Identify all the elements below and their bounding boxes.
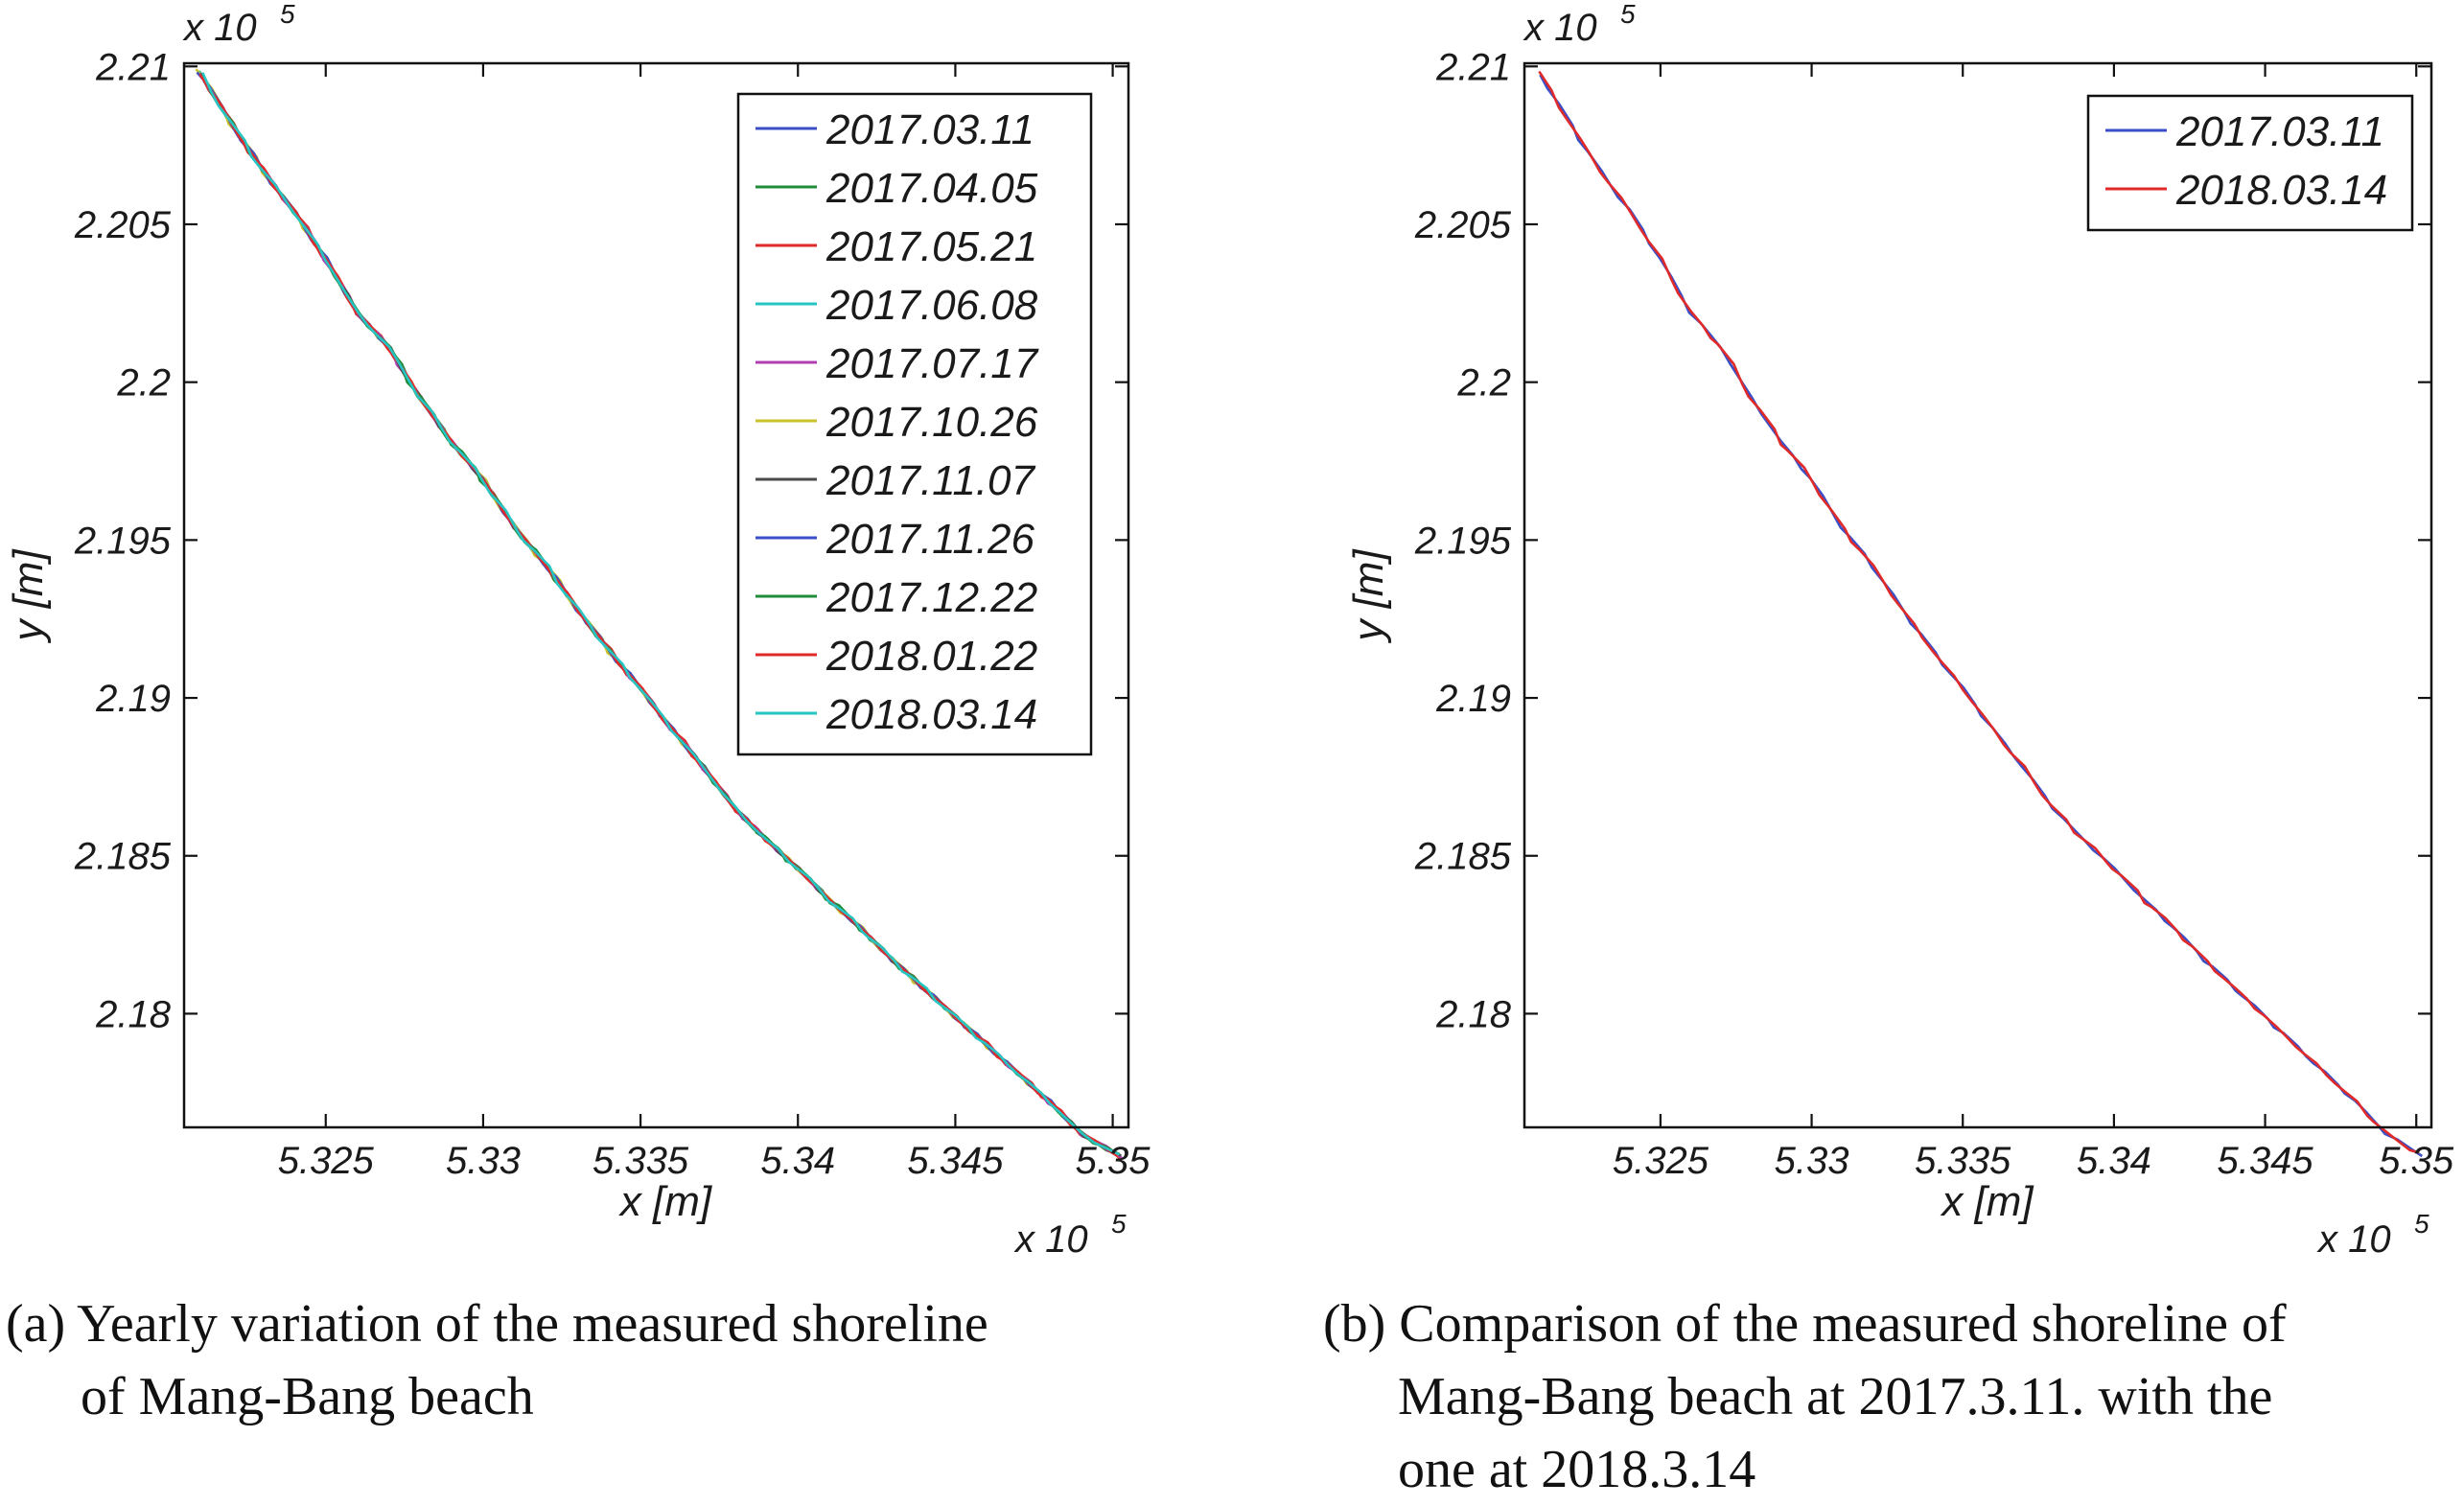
series-line-2018.01.22 <box>198 73 1119 1158</box>
legend-box <box>736 92 1093 756</box>
y-tick-label: 2.18 <box>95 993 172 1035</box>
y-tick-label: 2.19 <box>95 678 171 720</box>
plot-frame <box>182 61 1130 1129</box>
legend-label: 2017.06.08 <box>825 282 1038 329</box>
y-tick-label: 2.195 <box>74 520 172 562</box>
caption-b-line-1: (b) Comparison of the measured shoreline… <box>1323 1294 2287 1354</box>
x-tick-label: 5.34 <box>2077 1140 2151 1182</box>
plot-frame <box>1523 61 2433 1129</box>
caption-b-line-3: one at 2018.3.14 <box>1398 1440 1756 1499</box>
legend-label: 2018.03.14 <box>2175 167 2387 214</box>
x-tick-label: 5.34 <box>760 1140 835 1182</box>
x-tick-label: 5.335 <box>1915 1140 2011 1182</box>
legend-label: 2017.11.26 <box>825 516 1034 563</box>
y-axis-label: y [m] <box>1345 548 1392 644</box>
x-axis-multiplier-exponent: 5 <box>2414 1209 2429 1239</box>
x-tick-label: 5.345 <box>907 1140 1004 1182</box>
caption-a-line-1: (a) Yearly variation of the measured sho… <box>6 1294 988 1354</box>
y-tick-label: 2.21 <box>95 46 171 88</box>
legend-label: 2017.10.26 <box>825 399 1038 446</box>
legend-label: 2018.01.22 <box>825 633 1037 680</box>
legend-box <box>2086 94 2414 232</box>
y-axis-multiplier: x 10 <box>182 7 257 49</box>
x-axis-label: x [m] <box>618 1178 713 1225</box>
x-tick-label: 5.33 <box>1775 1140 1849 1182</box>
legend-label: 2017.03.11 <box>2175 108 2384 155</box>
y-tick-label: 2.2 <box>1456 362 1511 405</box>
legend-label: 2017.03.11 <box>825 106 1034 153</box>
x-axis-multiplier: x 10 <box>1013 1218 1088 1261</box>
caption-b: (b) Comparison of the measured shoreline… <box>1323 1287 2464 1506</box>
caption-b-line-2: Mang-Bang beach at 2017.3.11. with the <box>1398 1367 2273 1426</box>
y-tick-label: 2.2 <box>116 362 171 405</box>
legend-label: 2017.11.07 <box>825 457 1035 504</box>
y-tick-label: 2.195 <box>1414 520 1512 562</box>
y-tick-label: 2.185 <box>74 836 172 878</box>
x-tick-label: 5.345 <box>2218 1140 2314 1182</box>
y-tick-label: 2.18 <box>1435 993 1512 1035</box>
caption-a-line-2: of Mang-Bang beach <box>81 1367 534 1426</box>
legend-label: 2017.05.21 <box>825 223 1037 270</box>
x-tick-label: 5.35 <box>2379 1140 2454 1182</box>
x-tick-label: 5.335 <box>593 1140 689 1182</box>
y-axis-multiplier: x 10 <box>1523 7 1597 49</box>
x-tick-label: 5.325 <box>1613 1140 1709 1182</box>
series-line-2018.03.14 <box>1538 70 2420 1154</box>
y-axis-multiplier-exponent: 5 <box>280 0 295 29</box>
y-tick-label: 2.205 <box>1414 204 1512 246</box>
x-tick-label: 5.33 <box>446 1140 521 1182</box>
panel-a-chart: 5.325 5.33 5.335 5.34 5.345 5.35 2.18 2.185 2.19… <box>5 0 1151 1261</box>
series-line-2017.03.11 <box>1539 74 2424 1158</box>
y-tick-label: 2.205 <box>74 204 172 246</box>
legend-label: 2017.07.17 <box>825 340 1039 387</box>
y-axis-label: y [m] <box>5 548 52 644</box>
x-tick-label: 5.35 <box>1076 1140 1151 1182</box>
panel-b-chart: 5.325 5.33 5.335 5.34 5.345 5.35 2.18 2.185 2.19… <box>1345 0 2454 1261</box>
x-axis-label: x [m] <box>1940 1178 2034 1225</box>
legend-label: 2018.03.14 <box>825 691 1037 738</box>
y-axis-multiplier-exponent: 5 <box>1620 0 1636 29</box>
x-axis-multiplier-exponent: 5 <box>1111 1209 1127 1239</box>
y-tick-label: 2.21 <box>1435 46 1511 88</box>
y-tick-label: 2.185 <box>1414 836 1512 878</box>
legend-label: 2017.12.22 <box>825 574 1037 621</box>
x-tick-label: 5.325 <box>278 1140 375 1182</box>
caption-a: (a) Yearly variation of the measured sho… <box>6 1287 1252 1433</box>
figure: 5.325 5.33 5.335 5.34 5.345 5.352.182.1852.19… <box>5 0 2454 1261</box>
legend-label: 2017.04.05 <box>825 165 1038 212</box>
series-line-2018.03.14 <box>201 72 1121 1156</box>
x-axis-multiplier: x 10 <box>2316 1218 2391 1261</box>
y-tick-label: 2.19 <box>1435 678 1511 720</box>
